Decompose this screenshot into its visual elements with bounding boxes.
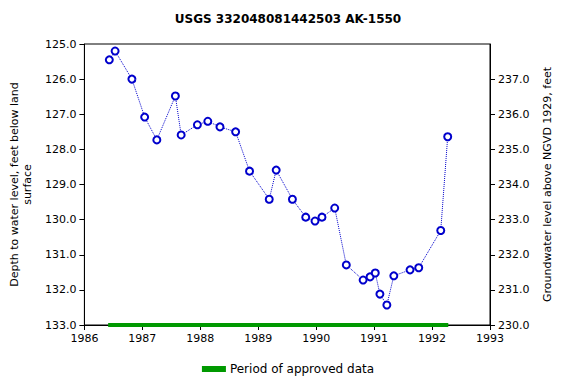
svg-text:133.0: 133.0 (45, 319, 77, 332)
svg-text:1991: 1991 (360, 332, 388, 345)
svg-text:235.0: 235.0 (498, 143, 530, 156)
svg-text:233.0: 233.0 (498, 213, 530, 226)
svg-text:232.0: 232.0 (498, 248, 530, 261)
svg-text:132.0: 132.0 (45, 283, 77, 296)
svg-text:1987: 1987 (128, 332, 156, 345)
svg-text:Period of approved data: Period of approved data (230, 362, 374, 376)
svg-text:1990: 1990 (302, 332, 330, 345)
svg-text:USGS 332048081442503 AK-1550: USGS 332048081442503 AK-1550 (175, 12, 401, 26)
svg-text:125.0: 125.0 (45, 38, 77, 51)
svg-text:1988: 1988 (186, 332, 214, 345)
svg-text:1986: 1986 (70, 332, 98, 345)
svg-text:128.0: 128.0 (45, 143, 77, 156)
svg-text:237.0: 237.0 (498, 73, 530, 86)
svg-text:230.0: 230.0 (498, 319, 530, 332)
svg-text:234.0: 234.0 (498, 178, 530, 191)
svg-text:131.0: 131.0 (45, 248, 77, 261)
svg-text:1992: 1992 (418, 332, 446, 345)
svg-text:1989: 1989 (244, 332, 272, 345)
svg-text:Depth to water level, feet bel: Depth to water level, feet below land (8, 82, 21, 287)
svg-text:129.0: 129.0 (45, 178, 77, 191)
svg-text:236.0: 236.0 (498, 108, 530, 121)
svg-text:126.0: 126.0 (45, 73, 77, 86)
svg-text:1993: 1993 (476, 332, 504, 345)
svg-text:127.0: 127.0 (45, 108, 77, 121)
svg-text:231.0: 231.0 (498, 283, 530, 296)
svg-text:Groundwater level above NGVD 1: Groundwater level above NGVD 1929, feet (541, 66, 554, 302)
svg-text:130.0: 130.0 (45, 213, 77, 226)
svg-text:surface: surface (21, 164, 34, 205)
